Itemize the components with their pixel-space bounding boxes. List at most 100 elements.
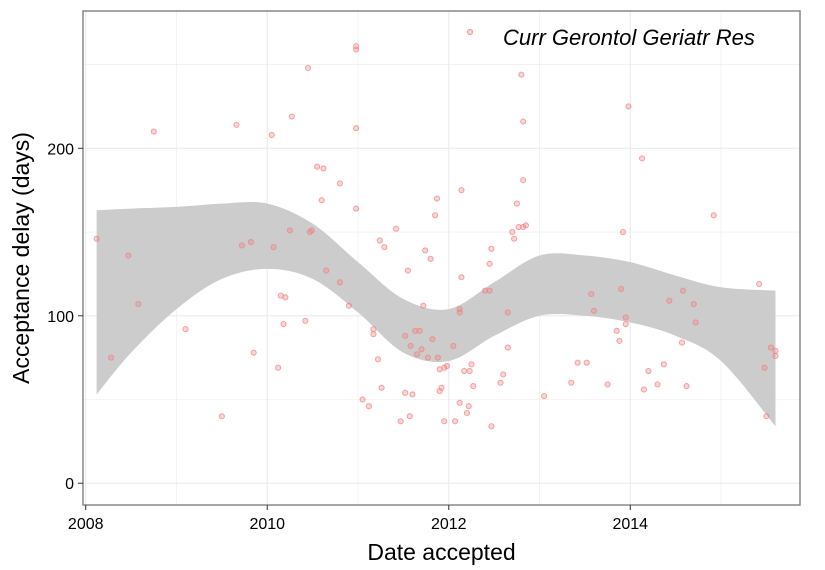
data-point: [513, 200, 520, 207]
data-point: [438, 384, 445, 391]
y-tick-label: 0: [65, 476, 74, 493]
data-point: [690, 301, 697, 308]
data-point: [108, 354, 115, 361]
data-point: [150, 128, 157, 135]
grid-lines: [83, 11, 800, 505]
data-point: [465, 403, 472, 410]
data-point: [660, 361, 667, 368]
smooth-confidence-band: [96, 201, 776, 427]
data-point: [250, 349, 257, 356]
data-point: [238, 242, 245, 249]
data-point: [318, 197, 325, 204]
data-point: [622, 321, 629, 328]
data-point: [500, 371, 507, 378]
data-point: [336, 180, 343, 187]
data-point: [645, 367, 652, 375]
data-point: [429, 336, 436, 343]
data-point: [413, 351, 421, 358]
data-point: [616, 337, 623, 344]
data-point: [247, 239, 254, 246]
data-point: [135, 301, 142, 308]
confidence-band: [96, 201, 776, 427]
legend-label: Curr Gerontol Geriatr Res: [503, 25, 755, 50]
data-point: [308, 227, 315, 234]
data-point: [320, 165, 327, 172]
data-point: [393, 225, 400, 232]
data-point: [763, 413, 770, 420]
data-point: [504, 344, 511, 351]
data-point: [466, 367, 473, 375]
x-tick-label: 2012: [431, 516, 467, 533]
data-point: [397, 418, 404, 425]
data-point: [456, 399, 463, 406]
data-point: [618, 285, 625, 293]
data-point: [756, 280, 763, 288]
data-point: [622, 314, 629, 321]
data-point: [441, 418, 448, 425]
data-point: [353, 125, 360, 132]
data-point: [314, 163, 321, 170]
y-axis-title: Acceptance delay (days): [8, 132, 34, 384]
data-point: [353, 43, 360, 50]
data-point: [463, 409, 470, 416]
data-point: [590, 307, 598, 314]
data-point: [488, 423, 495, 430]
data-point: [404, 267, 411, 274]
data-point: [433, 195, 441, 202]
data-point: [374, 356, 382, 363]
data-point: [461, 367, 468, 375]
data-point: [370, 326, 377, 333]
data-point: [482, 287, 489, 294]
data-point: [515, 223, 522, 231]
data-point: [406, 413, 413, 420]
data-point: [522, 222, 529, 229]
data-point: [93, 235, 100, 242]
data-point: [666, 297, 673, 304]
data-point: [376, 237, 383, 244]
data-point: [761, 364, 768, 371]
data-point: [486, 287, 493, 294]
y-tick-label: 200: [47, 141, 74, 158]
x-axis-ticks: 2008 2010 2012 2014: [68, 505, 648, 533]
data-point: [488, 245, 495, 252]
data-point: [541, 393, 548, 400]
legend: Curr Gerontol Geriatr Res: [466, 25, 755, 50]
data-point: [280, 321, 287, 328]
data-point: [625, 103, 632, 110]
data-point: [574, 359, 581, 366]
data-point: [639, 155, 646, 162]
legend-key: [466, 28, 474, 36]
data-point: [511, 235, 518, 242]
data-point: [407, 342, 414, 349]
y-tick-label: 100: [47, 309, 74, 326]
data-point: [619, 228, 627, 236]
data-point: [452, 418, 459, 425]
data-point: [504, 309, 511, 316]
x-axis-title: Date accepted: [367, 539, 515, 565]
data-point: [497, 379, 504, 386]
data-point: [458, 187, 465, 194]
data-point: [378, 384, 385, 391]
data-point: [353, 205, 360, 212]
data-point: [402, 389, 409, 396]
data-point: [359, 396, 366, 403]
data-point: [182, 326, 189, 333]
data-point: [613, 327, 620, 334]
data-point: [692, 319, 699, 326]
data-point: [381, 244, 388, 251]
data-point: [416, 327, 423, 334]
data-point: [710, 212, 717, 219]
data-point: [432, 212, 439, 219]
data-point: [422, 247, 429, 254]
data-point: [424, 354, 431, 361]
data-point: [302, 317, 309, 324]
data-point: [520, 118, 527, 125]
data-point: [288, 113, 295, 120]
data-point: [772, 352, 779, 360]
data-point: [450, 342, 457, 349]
data-point: [509, 228, 516, 236]
data-point: [436, 388, 443, 395]
data-point: [218, 413, 225, 420]
data-point: [654, 381, 661, 388]
